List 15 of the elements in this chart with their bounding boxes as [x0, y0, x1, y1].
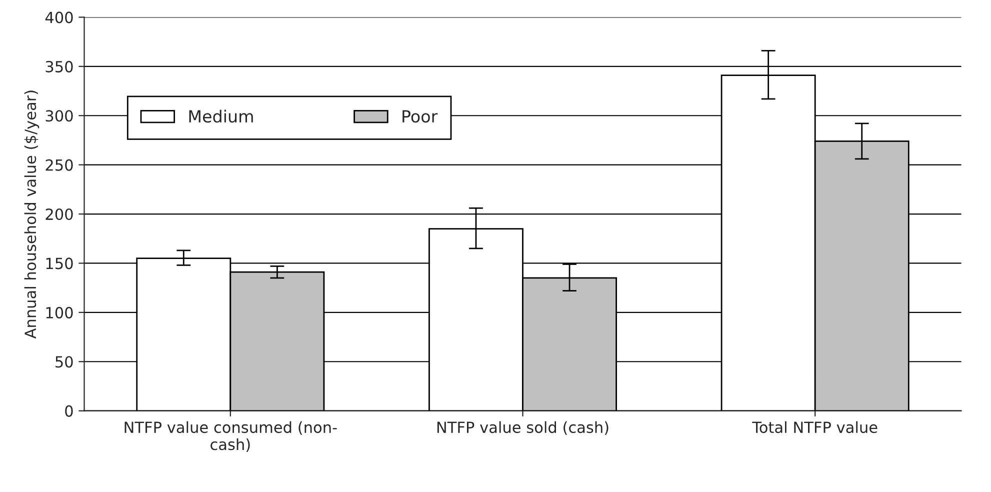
legend-label: Poor — [402, 110, 438, 123]
y-tick-label: 200 — [46, 208, 73, 220]
y-tick-label: 50 — [56, 356, 73, 368]
y-tick-label: 250 — [46, 159, 73, 171]
y-tick-label: 0 — [65, 405, 73, 417]
y-tick-label: 350 — [46, 60, 73, 72]
y-tick-label: 300 — [46, 110, 73, 122]
x-tick-label: NTFP value sold (cash) — [437, 421, 608, 435]
y-tick-label: 150 — [46, 258, 73, 270]
legend-label: Medium — [189, 110, 253, 123]
y-tick-label: 100 — [46, 306, 73, 318]
y-tick-label: 400 — [45, 12, 73, 24]
x-tick-label: Total NTFP value — [752, 421, 878, 434]
y-axis-title: Annual household value ($/year) — [24, 90, 40, 339]
x-tick-label: NTFP value consumed (non- cash) — [124, 421, 337, 452]
